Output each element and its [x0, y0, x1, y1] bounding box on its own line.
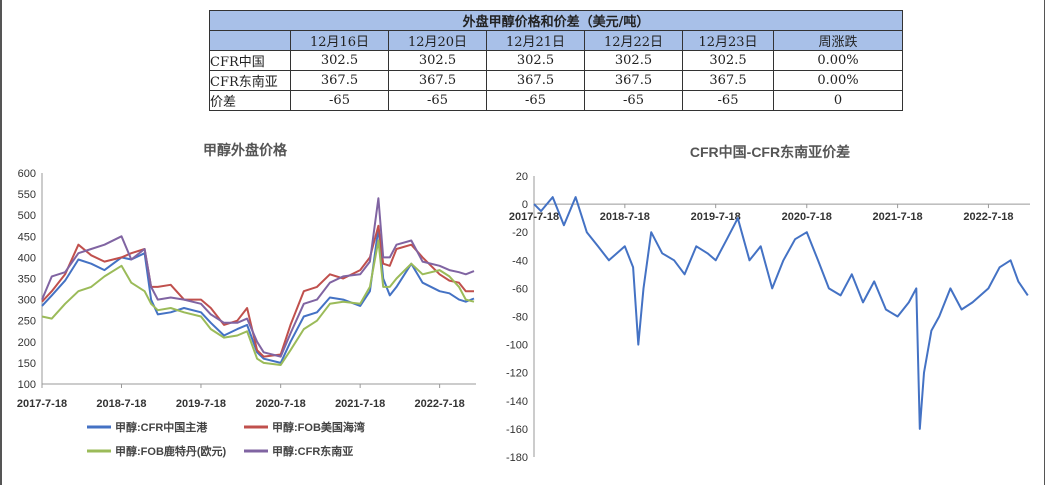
x-tick-label: 2017-7-18	[509, 211, 559, 223]
x-tick-label: 2022-7-18	[415, 398, 465, 410]
x-tick-label: 2022-7-18	[963, 211, 1013, 223]
table-header-change: 周涨跌	[773, 30, 903, 51]
y-tick-label: 550	[18, 189, 36, 201]
y-tick-label: 150	[18, 358, 36, 370]
y-tick-label: -60	[512, 283, 528, 295]
table-cell: -65	[584, 90, 683, 111]
table-header-date: 12月22日	[584, 30, 683, 51]
legend-label: 甲醇:CFR东南亚	[272, 444, 353, 458]
table-cell: -65	[290, 90, 389, 111]
y-tick-label: 300	[18, 295, 36, 307]
y-tick-label: -40	[512, 255, 528, 267]
table-cell: 367.5	[584, 70, 683, 91]
y-tick-label: 600	[18, 168, 36, 180]
table-header-date: 12月20日	[388, 30, 487, 51]
series-line-3	[41, 239, 475, 366]
legend-label: 甲醇:FOB鹿特丹(欧元)	[115, 444, 227, 458]
table-header-blank	[209, 30, 291, 51]
x-tick-label: 2017-7-18	[17, 398, 67, 410]
table-row: CFR东南亚 367.5 367.5 367.5 367.5 367.5 0.0…	[209, 70, 903, 91]
y-tick-label: 450	[18, 231, 36, 243]
row-label: CFR中国	[209, 50, 291, 71]
row-label: 价差	[209, 90, 291, 111]
x-tick-label: 2018-7-18	[96, 398, 146, 410]
y-tick-label: 350	[18, 274, 36, 286]
y-tick-label: -20	[512, 227, 528, 239]
table-cell: 367.5	[290, 70, 389, 91]
legend-label: 甲醇:CFR中国主港	[115, 420, 208, 434]
chart-title: 甲醇外盘价格	[203, 142, 288, 158]
x-tick-label: 2020-7-18	[782, 211, 832, 223]
price-line-chart: 甲醇外盘价格 100 150 200 250 300 350 400 450 500 550 600 2…	[17, 142, 476, 458]
table-cell: 367.5	[486, 70, 585, 91]
chart-title: CFR中国-CFR东南亚价差	[690, 144, 850, 160]
y-tick-label: 250	[18, 316, 36, 328]
table-title: 外盘甲醇价格和价差（美元/吨）	[209, 10, 903, 31]
y-tick-label: 500	[18, 210, 36, 222]
x-tick-label: 2019-7-18	[176, 398, 226, 410]
table-cell: -65	[682, 90, 774, 111]
x-tick-label: 2019-7-18	[691, 211, 741, 223]
table-header-date: 12月21日	[486, 30, 585, 51]
series-line-1	[41, 226, 475, 364]
table-cell: 367.5	[682, 70, 774, 91]
series-line-2	[41, 224, 474, 358]
spread-line-chart: CFR中国-CFR东南亚价差 20 0 -20 -40 -60 -80 -100 -120 -14…	[506, 144, 1030, 464]
y-tick-label: -100	[506, 340, 528, 352]
table-cell: -65	[486, 90, 585, 111]
y-tick-label: -160	[506, 424, 528, 436]
x-tick-label: 2021-7-18	[335, 398, 385, 410]
table-cell: -65	[388, 90, 487, 111]
price-table: 外盘甲醇价格和价差（美元/吨） 12月16日 12月20日 12月21日 12月…	[209, 10, 903, 111]
y-tick-label: -120	[506, 368, 528, 380]
y-tick-label: 20	[516, 171, 528, 183]
y-tick-label: 0	[522, 199, 528, 211]
series-line-1	[533, 196, 1029, 430]
series-line-4	[41, 197, 475, 358]
legend-label: 甲醇:FOB美国海湾	[272, 420, 365, 434]
y-tick-label: 200	[18, 337, 36, 349]
table-cell: 302.5	[388, 50, 487, 71]
y-tick-label: -80	[512, 312, 528, 324]
table-cell: 0.00%	[773, 50, 903, 71]
x-tick-label: 2018-7-18	[600, 211, 650, 223]
table-cell: 0	[773, 90, 903, 111]
table-cell: 302.5	[584, 50, 683, 71]
table-header-date: 12月16日	[290, 30, 389, 51]
table-cell: 0.00%	[773, 70, 903, 91]
y-tick-label: 400	[18, 252, 36, 264]
table-header-date: 12月23日	[682, 30, 774, 51]
y-tick-label: -180	[506, 452, 528, 464]
x-tick-label: 2021-7-18	[873, 211, 923, 223]
table-row: 价差 -65 -65 -65 -65 -65 0	[209, 90, 903, 111]
table-row: CFR中国 302.5 302.5 302.5 302.5 302.5 0.00…	[209, 50, 903, 71]
x-tick-label: 2020-7-18	[256, 398, 306, 410]
table-cell: 302.5	[290, 50, 389, 71]
row-label: CFR东南亚	[209, 70, 291, 91]
y-tick-label: 100	[18, 379, 36, 391]
y-tick-label: -140	[506, 396, 528, 408]
table-cell: 367.5	[388, 70, 487, 91]
table-cell: 302.5	[682, 50, 774, 71]
table-cell: 302.5	[486, 50, 585, 71]
